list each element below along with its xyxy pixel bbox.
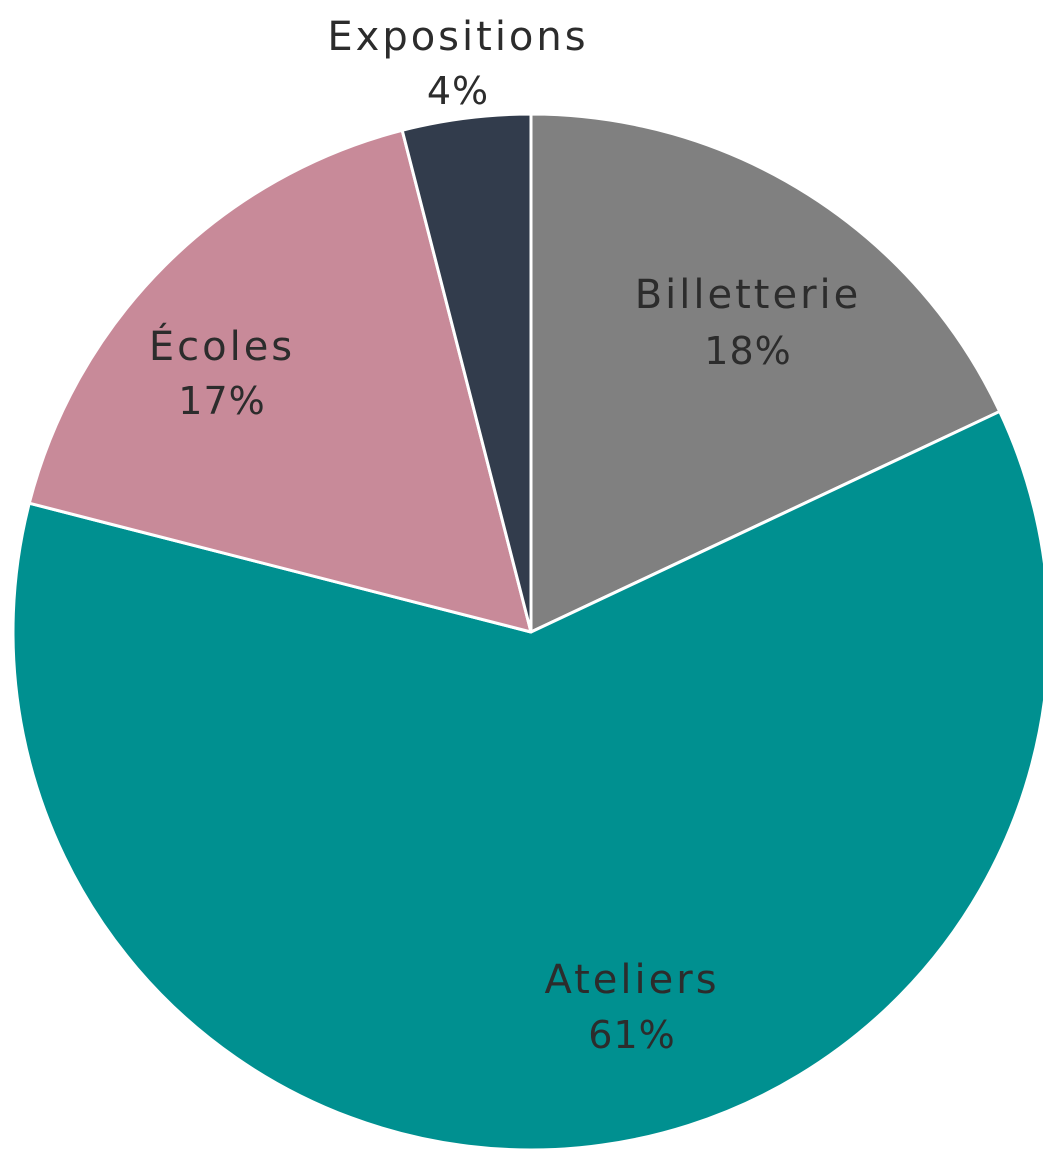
pie-slice-expositions xyxy=(400,112,533,634)
pie-slice-ecoles xyxy=(27,128,533,634)
slice-value-expositions: 4% xyxy=(427,69,489,113)
slice-value-billetterie: 18% xyxy=(704,329,791,373)
slice-label-expositions: Expositions xyxy=(327,14,588,60)
slices-layer xyxy=(11,112,1043,1152)
slice-label-ateliers: Ateliers xyxy=(544,957,719,1003)
pie-slice-ateliers xyxy=(11,409,1043,1152)
labels-layer: Billetterie 18% Ateliers 61% Écoles 17% Exposi… xyxy=(149,14,862,1057)
slice-label-billetterie: Billetterie xyxy=(635,272,862,318)
slice-value-ecoles: 17% xyxy=(178,379,265,423)
slice-value-ateliers: 61% xyxy=(588,1013,675,1057)
slice-label-ecoles: Écoles xyxy=(149,322,295,370)
pie-slice-billetterie xyxy=(529,112,1002,634)
